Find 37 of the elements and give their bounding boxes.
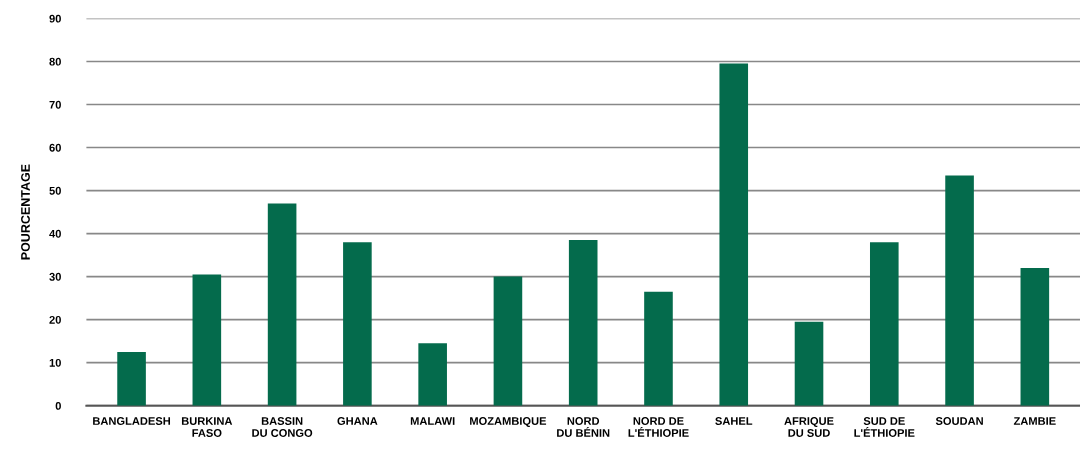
y-tick-label: 0 [55,401,61,410]
x-tick-label: NORD DE L'ÉTHIOPIE [628,417,689,437]
bar [343,242,372,406]
y-tick-label: 80 [49,57,61,66]
y-tick-label: 60 [49,143,61,152]
y-tick-label: 70 [49,100,61,109]
bar [719,63,749,406]
x-tick-label: SAHEL [715,417,753,425]
x-tick-label: SUD DE L'ÉTHIOPIE [854,417,915,437]
x-tick-label: BASSIN DU CONGO [252,417,313,437]
y-tick-label: 30 [49,272,61,281]
x-tick-label: GHANA [337,417,378,425]
bar [117,351,146,406]
x-tick-label: MOZAMBIQUE [470,417,547,428]
y-tick-label: 40 [49,229,61,238]
x-tick-label: BURKINA FASO [181,417,233,437]
y-axis-title: POURCENTAGE [21,164,30,260]
bar [418,343,447,406]
bar [267,203,297,406]
x-tick-label: ZAMBIE [1013,417,1056,425]
y-tick-label: 10 [49,358,61,367]
bar [568,240,598,406]
bar [493,276,523,406]
bar [644,291,673,406]
bar [869,242,899,406]
x-tick-label: AFRIQUE DU SUD [784,417,834,437]
x-tick-label: MALAWI [410,417,455,425]
x-tick-label: SOUDAN [935,417,983,425]
x-tick-label: NORD DU BÉNIN [557,417,610,437]
y-tick-label: 90 [49,14,61,23]
x-tick-label: BANGLADESH [93,417,171,425]
bar [794,321,824,406]
bar [1020,267,1050,406]
y-tick-label: 50 [49,186,61,195]
y-tick-label: 20 [49,315,61,324]
bar [192,274,222,406]
bar [945,175,974,406]
